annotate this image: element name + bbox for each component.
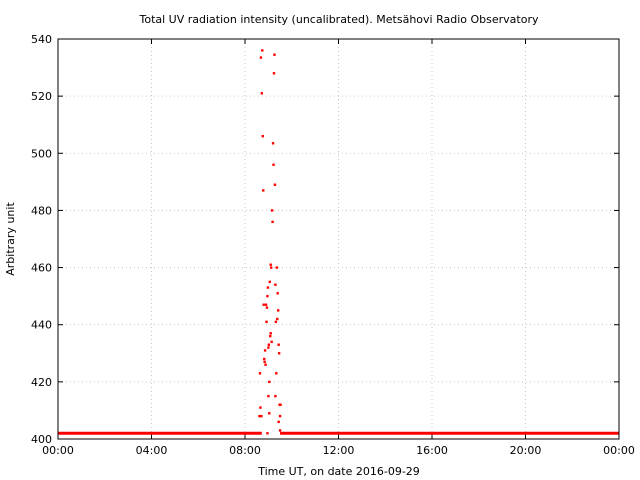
x-tick-label: 00:00 xyxy=(42,444,74,457)
y-tick: 480 xyxy=(31,204,619,217)
data-point xyxy=(262,189,265,192)
y-tick: 420 xyxy=(31,376,619,389)
data-point xyxy=(274,320,278,324)
data-point xyxy=(259,406,262,409)
axis-ticks: 00:00 04:00 08:00 12:00 16:00 20:00 00:0040042… xyxy=(31,33,635,457)
data-point xyxy=(258,414,261,418)
y-tick: 460 xyxy=(31,262,619,275)
data-point xyxy=(277,420,280,424)
data-points xyxy=(58,49,619,435)
x-tick-label: 20:00 xyxy=(510,444,542,457)
data-point xyxy=(259,56,263,59)
data-point xyxy=(272,163,275,166)
data-point xyxy=(264,303,268,306)
data-point xyxy=(265,306,269,309)
data-point xyxy=(267,394,270,398)
data-point xyxy=(274,394,277,398)
data-point xyxy=(276,292,279,295)
y-tick-label: 520 xyxy=(31,90,52,103)
x-tick: 16:00 xyxy=(416,39,448,457)
data-point xyxy=(279,403,282,406)
data-point xyxy=(268,380,271,384)
y-axis-label: Arbitrary unit xyxy=(4,202,17,276)
y-tick-label: 440 xyxy=(31,319,52,332)
data-point xyxy=(274,283,277,286)
data-point xyxy=(258,372,262,375)
y-tick: 500 xyxy=(31,147,619,160)
x-tick-label: 16:00 xyxy=(416,444,448,457)
data-point xyxy=(269,332,272,335)
data-point xyxy=(277,352,281,355)
x-tick-label: 12:00 xyxy=(323,444,355,457)
y-tick-label: 540 xyxy=(31,33,52,46)
data-point xyxy=(263,349,267,352)
data-point xyxy=(272,72,276,75)
x-tick-label: 08:00 xyxy=(229,444,261,457)
data-point xyxy=(260,92,264,95)
y-tick-label: 460 xyxy=(31,262,52,275)
chart-title: Total UV radiation intensity (uncalibrat… xyxy=(139,13,539,26)
data-point xyxy=(276,309,280,312)
data-point xyxy=(270,209,274,212)
data-point xyxy=(262,357,266,361)
data-point xyxy=(273,53,276,56)
data-point xyxy=(263,360,266,364)
y-tick-label: 480 xyxy=(31,204,52,217)
data-point xyxy=(271,220,274,224)
y-tick: 440 xyxy=(31,319,619,332)
data-point xyxy=(276,317,279,321)
data-point xyxy=(266,432,269,435)
data-point xyxy=(261,49,264,52)
data-point xyxy=(278,414,282,418)
y-tick-label: 400 xyxy=(31,433,52,446)
x-tick: 08:00 xyxy=(229,39,261,457)
data-point xyxy=(267,346,270,349)
data-point xyxy=(269,263,272,266)
data-point xyxy=(266,294,269,298)
y-tick-label: 500 xyxy=(31,147,52,160)
plot-frame xyxy=(57,38,620,440)
grid-lines xyxy=(58,39,619,439)
data-point xyxy=(277,343,280,346)
data-point xyxy=(266,286,270,289)
data-point xyxy=(275,266,278,269)
data-point xyxy=(264,363,267,366)
data-point xyxy=(262,303,265,306)
data-point xyxy=(270,340,273,344)
x-tick-label: 00:00 xyxy=(603,444,635,457)
data-point xyxy=(267,343,271,346)
data-point xyxy=(269,334,272,338)
x-tick: 20:00 xyxy=(510,39,542,457)
data-point xyxy=(268,280,271,284)
data-point xyxy=(268,412,271,415)
data-point xyxy=(260,414,263,418)
y-tick-label: 420 xyxy=(31,376,52,389)
data-point xyxy=(271,142,275,145)
data-point xyxy=(265,320,268,324)
data-point xyxy=(275,372,278,375)
x-axis-label: Time UT, on date 2016-09-29 xyxy=(257,465,420,478)
data-point xyxy=(273,183,277,186)
y-tick: 520 xyxy=(31,90,619,103)
x-tick: 04:00 xyxy=(136,39,168,457)
x-tick: 12:00 xyxy=(323,39,355,457)
data-point xyxy=(269,266,273,269)
data-point xyxy=(278,429,282,432)
data-point xyxy=(261,134,264,138)
x-tick-label: 04:00 xyxy=(136,444,168,457)
